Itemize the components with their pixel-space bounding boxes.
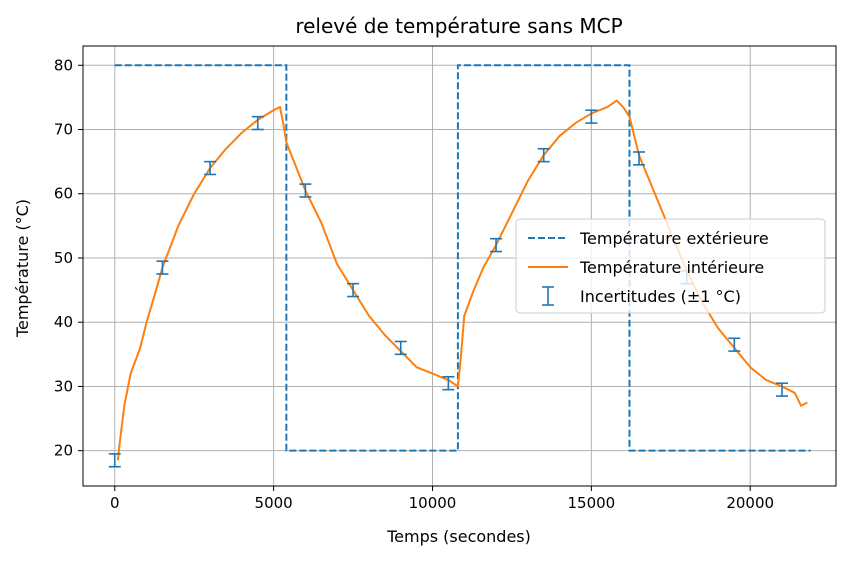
x-tick-label-2: 10000 — [409, 494, 457, 512]
y-tick-label-4: 60 — [54, 185, 73, 203]
x-tick-label-3: 15000 — [567, 494, 615, 512]
y-tick-label-1: 30 — [54, 377, 73, 395]
y-tick-label-3: 50 — [54, 249, 73, 267]
y-tick-label-0: 20 — [54, 442, 73, 460]
legend: Température extérieure Température intér… — [515, 218, 826, 314]
x-tick-label-4: 20000 — [726, 494, 774, 512]
y-tick-label-6: 80 — [54, 56, 73, 74]
y-tick-label-5: 70 — [54, 121, 73, 139]
legend-swatch-errorbar — [542, 286, 554, 306]
x-axis-label: Temps (secondes) — [386, 527, 531, 546]
y-tick-label-2: 40 — [54, 313, 73, 331]
legend-label-errorbar: Incertitudes (±1 °C) — [580, 287, 741, 306]
x-tick-label-1: 5000 — [255, 494, 293, 512]
series-line-exterior — [114, 64, 811, 452]
legend-box — [515, 218, 826, 314]
axes-frame — [82, 45, 837, 487]
y-axis-label: Température (°C) — [13, 199, 32, 338]
legend-label-interior: Température intérieure — [579, 258, 764, 277]
chart-title: relevé de température sans MCP — [295, 14, 622, 38]
x-tick-label-0: 0 — [110, 494, 120, 512]
legend-label-exterior: Température extérieure — [579, 229, 769, 248]
